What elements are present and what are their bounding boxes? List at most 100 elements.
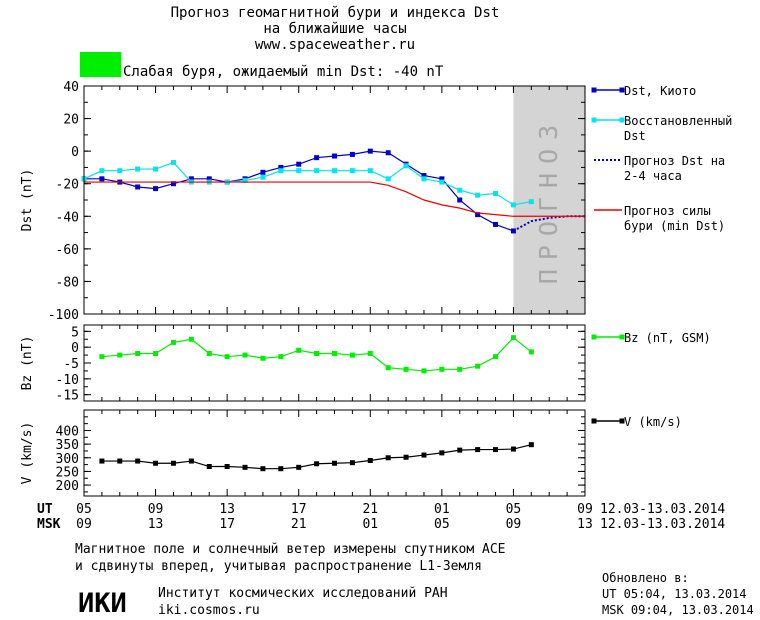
ut-tick-label: 13	[219, 502, 235, 517]
ut-tick-label: 05	[506, 502, 522, 517]
data-point	[421, 173, 427, 179]
legend-label: V (km/s)	[624, 415, 682, 429]
institute-site: iki.cosmos.ru	[158, 603, 260, 618]
data-point	[224, 464, 230, 470]
data-point	[170, 160, 176, 166]
data-point	[188, 176, 194, 182]
data-point	[439, 450, 445, 456]
data-point	[528, 349, 534, 355]
legend-label: Прогноз Dst на	[624, 154, 725, 168]
data-point	[135, 351, 141, 356]
plot-frame	[83, 85, 586, 315]
data-point	[170, 460, 176, 466]
data-point	[332, 351, 337, 356]
updated-label: Обновлено в:	[602, 571, 689, 585]
data-point	[510, 335, 516, 341]
data-point	[296, 347, 302, 353]
data-point	[385, 176, 391, 182]
data-point	[403, 454, 409, 460]
data-point	[170, 339, 176, 345]
legend-marker	[591, 87, 597, 93]
msk-tick-label: 09	[76, 517, 92, 532]
data-point	[188, 336, 194, 342]
y-tick-label: -15	[56, 389, 79, 404]
data-point	[457, 187, 463, 193]
data-point	[117, 168, 123, 174]
forecast-region-label: ПРОГНОЗ	[534, 116, 563, 284]
data-point	[332, 460, 337, 466]
legend-marker	[619, 87, 625, 93]
legend-label: Dst	[624, 129, 646, 143]
y-tick-label: -80	[56, 275, 79, 290]
legend-label: 2-4 часа	[624, 169, 682, 183]
msk-tick-label: 17	[219, 517, 235, 532]
y-tick-label: 300	[56, 452, 79, 467]
updated-ut: UT 05:04, 13.03.2014	[602, 587, 747, 601]
data-point	[296, 464, 302, 470]
series-line	[83, 161, 532, 206]
legend-label: Прогноз силы	[624, 204, 711, 218]
forecast-region	[513, 86, 585, 314]
data-point	[439, 179, 445, 185]
ut-tick-label: 09	[148, 502, 164, 517]
data-point	[206, 351, 212, 356]
data-point	[457, 197, 463, 203]
data-point	[385, 455, 391, 461]
data-point	[349, 151, 355, 157]
data-point	[260, 466, 266, 472]
series-line	[512, 215, 585, 232]
data-point	[206, 464, 212, 470]
data-point	[367, 148, 373, 154]
y-tick-label: 20	[63, 113, 79, 128]
y-tick-label: -20	[56, 178, 79, 193]
y-tick-label: 0	[71, 145, 79, 160]
legend-marker	[619, 334, 625, 340]
data-point	[385, 365, 391, 371]
data-point	[528, 199, 534, 205]
data-point	[367, 168, 373, 174]
msk-axis-label: MSK	[37, 517, 61, 532]
data-point	[153, 166, 159, 172]
y-tick-label: 0	[71, 341, 79, 356]
plot-frame	[83, 409, 586, 497]
y-tick-label: -60	[56, 243, 79, 258]
data-point	[260, 355, 266, 361]
legend-label: Восстановленный	[624, 114, 732, 128]
chart-title-line2: на ближайшие часы	[263, 21, 406, 37]
y-tick-label: 250	[56, 465, 79, 480]
y-tick-label: 5	[71, 325, 79, 340]
footer-line1: Магнитное поле и солнечный ветер измерен…	[75, 542, 505, 557]
data-point	[117, 352, 123, 358]
data-point	[349, 352, 355, 358]
data-point	[367, 458, 373, 464]
data-point	[314, 351, 320, 356]
y-tick-label: 400	[56, 424, 79, 439]
data-point	[278, 466, 284, 472]
data-point	[260, 174, 266, 180]
data-point	[188, 458, 194, 464]
data-point	[314, 155, 320, 161]
data-point	[153, 460, 159, 466]
data-point	[403, 163, 409, 169]
data-point	[242, 352, 248, 358]
y-tick-label: -5	[63, 357, 79, 372]
data-point	[528, 442, 534, 448]
data-point	[314, 461, 320, 467]
data-point	[510, 446, 516, 452]
data-point	[224, 354, 230, 360]
data-point	[206, 176, 212, 182]
data-point	[457, 447, 463, 453]
data-point	[475, 212, 481, 218]
ut-axis-label: UT	[37, 502, 53, 517]
data-point	[385, 150, 391, 156]
legend-marker	[591, 117, 597, 123]
data-point	[153, 186, 159, 192]
y-tick-label: -100	[48, 308, 79, 323]
data-point	[493, 190, 499, 196]
ut-tick-label: 17	[291, 502, 307, 517]
data-point	[296, 161, 302, 167]
data-point	[439, 176, 445, 182]
data-point	[99, 354, 105, 360]
